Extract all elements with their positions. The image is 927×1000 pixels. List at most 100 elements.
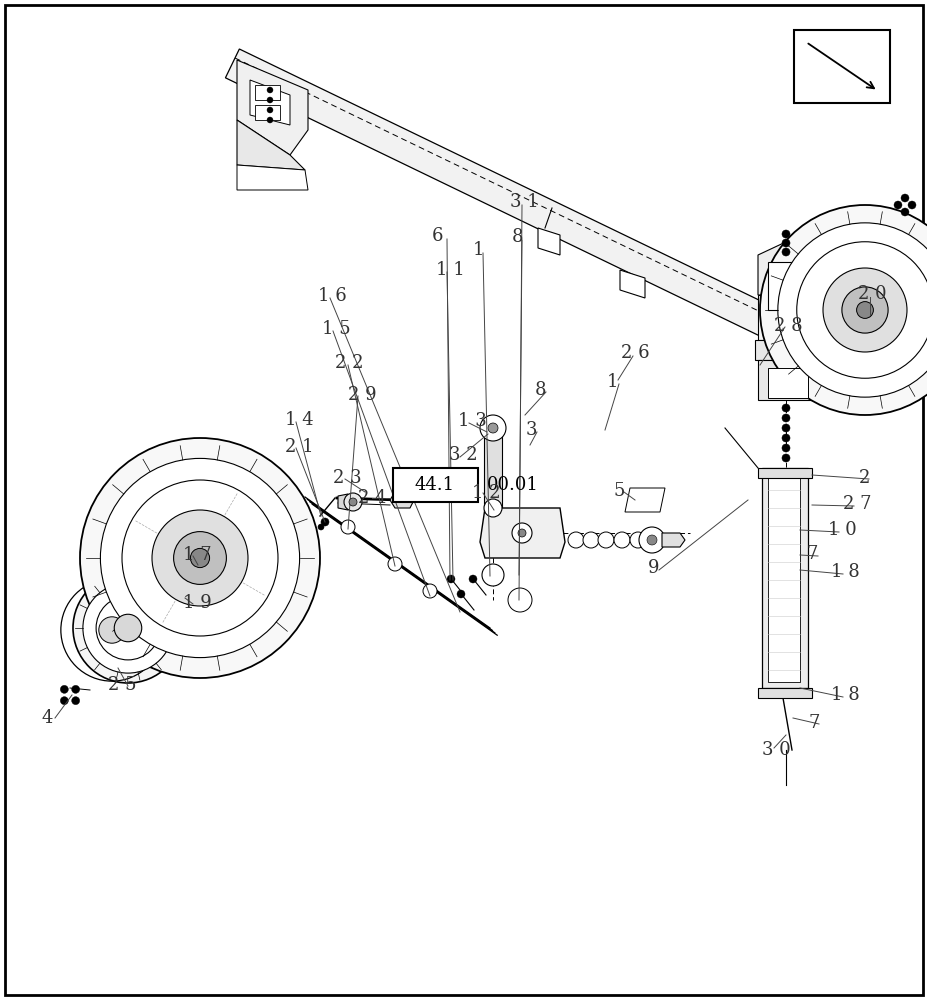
Circle shape bbox=[907, 201, 915, 209]
Text: 2 7: 2 7 bbox=[842, 495, 870, 513]
Circle shape bbox=[759, 205, 927, 415]
Circle shape bbox=[100, 458, 299, 658]
Bar bbox=[255, 85, 280, 100]
Text: 1 4: 1 4 bbox=[285, 411, 313, 429]
Circle shape bbox=[447, 575, 454, 583]
Circle shape bbox=[900, 208, 908, 216]
Circle shape bbox=[488, 423, 498, 433]
Bar bbox=[484, 430, 502, 510]
Circle shape bbox=[423, 584, 437, 598]
Polygon shape bbox=[757, 295, 817, 340]
Circle shape bbox=[781, 248, 789, 256]
Text: 3 2: 3 2 bbox=[449, 446, 477, 464]
Polygon shape bbox=[757, 688, 811, 698]
Circle shape bbox=[781, 434, 789, 442]
Polygon shape bbox=[755, 340, 819, 360]
Text: 00.01: 00.01 bbox=[487, 476, 539, 494]
Polygon shape bbox=[236, 165, 308, 190]
Circle shape bbox=[456, 590, 464, 598]
Circle shape bbox=[507, 588, 531, 612]
Circle shape bbox=[344, 493, 362, 511]
Circle shape bbox=[267, 87, 273, 93]
Text: 2 0: 2 0 bbox=[857, 285, 885, 303]
Circle shape bbox=[517, 529, 526, 537]
Text: 2: 2 bbox=[858, 469, 870, 487]
Circle shape bbox=[781, 424, 789, 432]
Text: 1 3: 1 3 bbox=[458, 412, 487, 430]
Circle shape bbox=[321, 518, 329, 526]
Polygon shape bbox=[757, 240, 817, 295]
Text: 1 0: 1 0 bbox=[827, 521, 856, 539]
Text: 7: 7 bbox=[806, 545, 818, 563]
Polygon shape bbox=[337, 494, 348, 510]
Circle shape bbox=[614, 532, 629, 548]
Circle shape bbox=[267, 97, 273, 103]
Polygon shape bbox=[249, 80, 289, 125]
Circle shape bbox=[318, 524, 324, 530]
Circle shape bbox=[173, 532, 226, 584]
Text: 1 8: 1 8 bbox=[830, 563, 858, 581]
Text: 5: 5 bbox=[614, 482, 625, 500]
Bar bbox=[768, 368, 807, 398]
Text: 1 8: 1 8 bbox=[830, 686, 858, 704]
Circle shape bbox=[73, 573, 183, 683]
Text: 1 2: 1 2 bbox=[472, 484, 500, 502]
Bar bbox=[768, 262, 807, 310]
Polygon shape bbox=[236, 60, 308, 155]
Polygon shape bbox=[768, 475, 799, 682]
Polygon shape bbox=[757, 468, 811, 478]
Circle shape bbox=[267, 107, 273, 113]
Text: 3 1: 3 1 bbox=[510, 193, 539, 211]
Circle shape bbox=[98, 617, 125, 643]
Text: 2 9: 2 9 bbox=[348, 386, 376, 404]
Text: 7: 7 bbox=[808, 714, 819, 732]
Text: 44.1: 44.1 bbox=[414, 476, 454, 494]
Circle shape bbox=[781, 404, 789, 412]
Polygon shape bbox=[757, 360, 817, 400]
Text: 4: 4 bbox=[42, 709, 54, 727]
Circle shape bbox=[479, 415, 505, 441]
Text: 3 0: 3 0 bbox=[761, 741, 790, 759]
Text: 1: 1 bbox=[606, 373, 617, 391]
Circle shape bbox=[349, 498, 357, 506]
Circle shape bbox=[900, 194, 908, 202]
Circle shape bbox=[822, 268, 906, 352]
Circle shape bbox=[83, 583, 173, 673]
Circle shape bbox=[646, 535, 656, 545]
Circle shape bbox=[340, 520, 355, 534]
Circle shape bbox=[781, 444, 789, 452]
Circle shape bbox=[190, 548, 210, 568]
Text: 8: 8 bbox=[512, 228, 523, 246]
Circle shape bbox=[484, 499, 502, 517]
Circle shape bbox=[856, 302, 872, 318]
Polygon shape bbox=[479, 508, 565, 558]
Circle shape bbox=[567, 532, 583, 548]
Text: 2 5: 2 5 bbox=[108, 676, 136, 694]
Polygon shape bbox=[624, 488, 665, 512]
Circle shape bbox=[796, 242, 927, 378]
Circle shape bbox=[841, 287, 887, 333]
Circle shape bbox=[60, 697, 69, 705]
Circle shape bbox=[893, 201, 901, 209]
Polygon shape bbox=[538, 228, 559, 255]
Text: 1 6: 1 6 bbox=[318, 287, 347, 305]
Text: 3: 3 bbox=[526, 421, 537, 439]
Text: 6: 6 bbox=[432, 227, 443, 245]
Circle shape bbox=[267, 117, 273, 123]
Text: 2 1: 2 1 bbox=[285, 438, 313, 456]
Circle shape bbox=[781, 230, 789, 238]
Polygon shape bbox=[619, 270, 644, 298]
Circle shape bbox=[629, 532, 645, 548]
Circle shape bbox=[71, 685, 80, 693]
Text: 1 7: 1 7 bbox=[183, 546, 211, 564]
Circle shape bbox=[71, 697, 80, 705]
Circle shape bbox=[60, 685, 69, 693]
Circle shape bbox=[512, 523, 531, 543]
Circle shape bbox=[781, 454, 789, 462]
Bar bbox=[255, 105, 280, 120]
Bar bbox=[392, 468, 477, 502]
Text: 2 4: 2 4 bbox=[358, 489, 386, 507]
Polygon shape bbox=[236, 120, 305, 170]
Text: 1 5: 1 5 bbox=[322, 320, 350, 338]
Text: 1: 1 bbox=[473, 241, 484, 259]
